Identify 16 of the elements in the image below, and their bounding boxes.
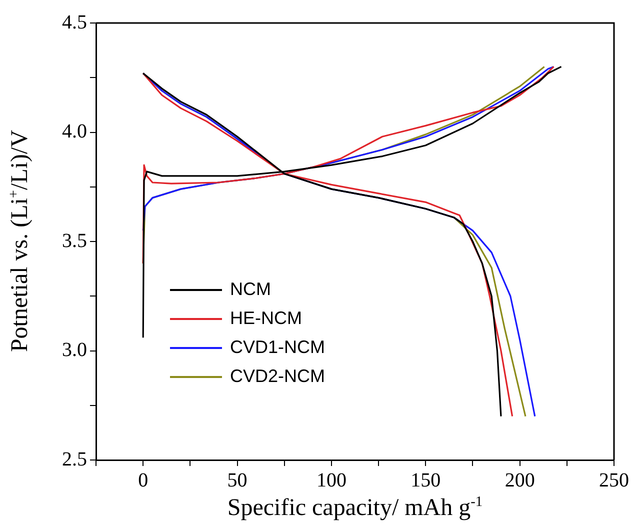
y-tick-label: 2.5	[62, 448, 87, 470]
legend-label: CVD1-NCM	[230, 337, 326, 357]
legend-label: HE-NCM	[230, 308, 302, 328]
x-tick-label: 50	[227, 469, 248, 492]
x-axis-title: Specific capacity/ mAh g$^{-1}$	[226, 494, 484, 522]
text: 3.0	[62, 339, 87, 361]
x-tick-label: 100	[316, 469, 346, 492]
y-tick-label: 4.5	[62, 11, 87, 34]
x-tick-label: 250	[599, 469, 629, 492]
x-tick-label: 200	[504, 469, 535, 492]
text: 4.0	[62, 120, 87, 142]
legend-label: NCM	[230, 279, 271, 299]
legend-label: CVD2-NCM	[230, 366, 326, 386]
y-tick-label: 3.5	[62, 230, 87, 252]
x-tick-label: 0	[138, 469, 148, 492]
x-tick-label: 150	[410, 469, 441, 492]
